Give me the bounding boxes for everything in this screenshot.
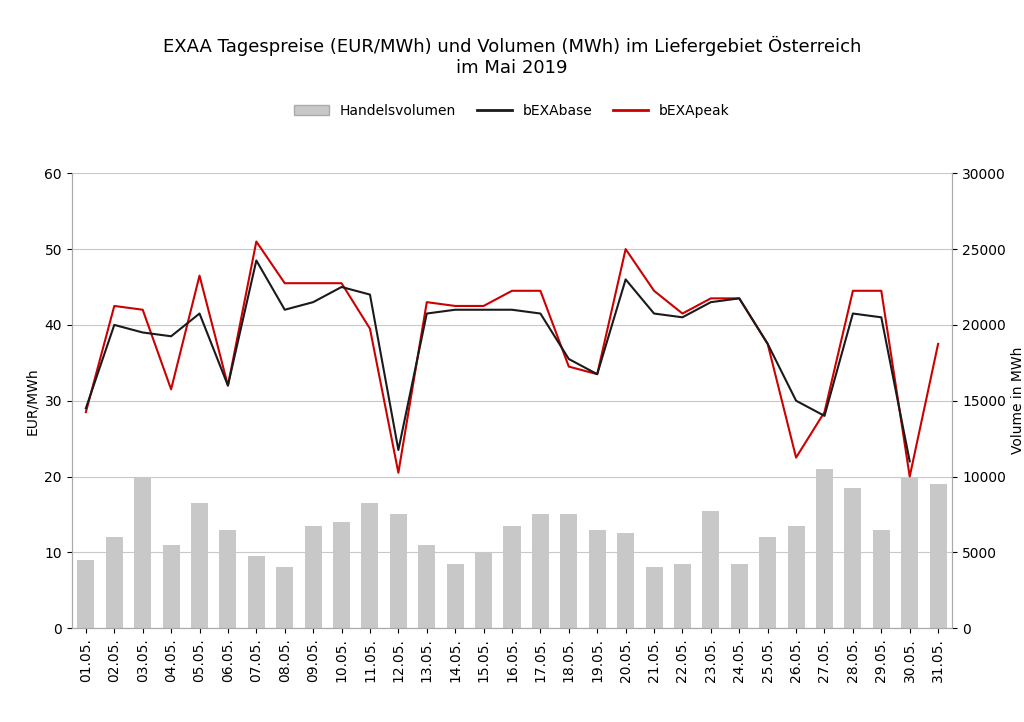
bEXApeak — [392, 469, 404, 477]
bEXApeak — [648, 287, 660, 295]
bEXApeak — [818, 408, 830, 417]
bEXApeak — [705, 294, 717, 303]
Bar — [702, 510, 720, 628]
bEXAbase — [535, 309, 547, 318]
Bar — [361, 503, 379, 628]
bEXApeak — [194, 271, 206, 280]
bEXAbase — [876, 313, 888, 321]
bEXAbase — [450, 305, 462, 314]
Bar — [475, 552, 493, 628]
Bar — [304, 526, 322, 628]
Bar — [930, 484, 946, 628]
bEXApeak — [136, 305, 148, 314]
Bar — [901, 477, 919, 628]
bEXApeak — [591, 370, 603, 378]
Bar — [645, 567, 663, 628]
Bar — [163, 544, 179, 628]
bEXApeak — [477, 302, 489, 310]
Bar — [560, 514, 578, 628]
bEXAbase — [562, 355, 574, 363]
bEXApeak — [364, 324, 376, 333]
bEXAbase — [818, 412, 830, 420]
bEXApeak — [733, 294, 745, 303]
Line: bEXApeak: bEXApeak — [86, 241, 938, 477]
Bar — [191, 503, 208, 628]
bEXAbase — [336, 282, 348, 291]
Bar — [617, 534, 634, 628]
bEXAbase — [648, 309, 660, 318]
Bar — [134, 477, 152, 628]
bEXApeak — [847, 287, 859, 295]
Bar — [333, 522, 350, 628]
bEXApeak — [903, 472, 915, 481]
bEXApeak — [421, 297, 433, 306]
bEXAbase — [392, 445, 404, 454]
Y-axis label: EUR/MWh: EUR/MWh — [25, 367, 39, 435]
Bar — [589, 530, 606, 628]
bEXAbase — [733, 294, 745, 303]
bEXAbase — [80, 404, 92, 413]
bEXApeak — [506, 287, 518, 295]
bEXApeak — [109, 302, 121, 310]
bEXAbase — [109, 321, 121, 329]
Bar — [731, 564, 748, 628]
bEXAbase — [847, 309, 859, 318]
bEXAbase — [762, 339, 774, 348]
bEXAbase — [506, 305, 518, 314]
bEXApeak — [620, 245, 632, 253]
Bar — [219, 530, 237, 628]
bEXAbase — [477, 305, 489, 314]
bEXApeak — [876, 287, 888, 295]
Bar — [504, 526, 520, 628]
bEXAbase — [705, 297, 717, 306]
bEXApeak — [80, 408, 92, 417]
bEXAbase — [676, 313, 688, 321]
bEXApeak — [307, 279, 319, 287]
bEXAbase — [903, 457, 915, 466]
Legend: Handelsvolumen, bEXAbase, bEXApeak: Handelsvolumen, bEXAbase, bEXApeak — [289, 98, 735, 123]
bEXAbase — [136, 328, 148, 336]
Bar — [446, 564, 464, 628]
bEXAbase — [620, 275, 632, 284]
Bar — [787, 526, 805, 628]
bEXApeak — [165, 385, 177, 393]
bEXAbase — [165, 332, 177, 341]
Bar — [674, 564, 691, 628]
Line: bEXAbase: bEXAbase — [86, 261, 909, 461]
Bar — [78, 560, 94, 628]
bEXAbase — [421, 309, 433, 318]
bEXAbase — [222, 381, 234, 390]
Y-axis label: Volume in MWh: Volume in MWh — [1012, 347, 1024, 454]
bEXApeak — [932, 339, 944, 348]
Bar — [845, 488, 861, 628]
Bar — [390, 514, 407, 628]
Bar — [418, 544, 435, 628]
bEXApeak — [762, 339, 774, 348]
bEXApeak — [790, 453, 802, 462]
Bar — [276, 567, 293, 628]
bEXApeak — [250, 237, 262, 245]
bEXApeak — [450, 302, 462, 310]
bEXApeak — [535, 287, 547, 295]
Bar — [248, 556, 265, 628]
Bar — [105, 537, 123, 628]
bEXApeak — [222, 381, 234, 390]
bEXAbase — [364, 290, 376, 299]
Bar — [759, 537, 776, 628]
bEXAbase — [194, 309, 206, 318]
bEXApeak — [336, 279, 348, 287]
Bar — [816, 469, 833, 628]
bEXApeak — [676, 309, 688, 318]
Bar — [872, 530, 890, 628]
bEXApeak — [562, 362, 574, 371]
Text: EXAA Tagespreise (EUR/MWh) und Volumen (MWh) im Liefergebiet Österreich
im Mai 2: EXAA Tagespreise (EUR/MWh) und Volumen (… — [163, 36, 861, 77]
bEXAbase — [790, 396, 802, 405]
bEXAbase — [250, 256, 262, 265]
bEXAbase — [591, 370, 603, 378]
bEXAbase — [279, 305, 291, 314]
bEXApeak — [279, 279, 291, 287]
bEXAbase — [307, 297, 319, 306]
Bar — [531, 514, 549, 628]
